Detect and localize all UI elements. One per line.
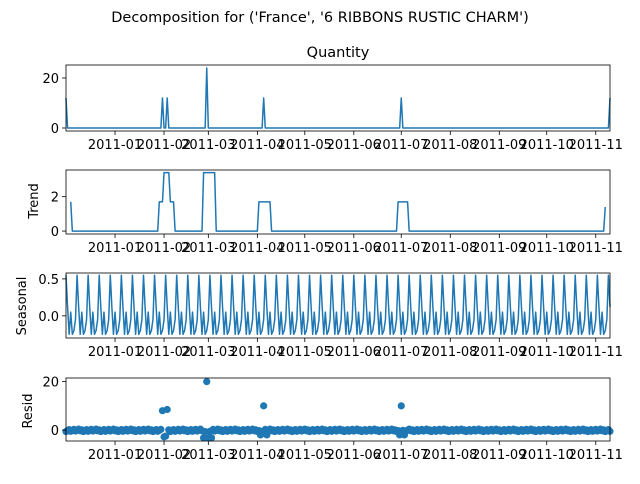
trend-x-tick-label: 2011-03 — [181, 241, 235, 256]
quantity-x-tick-label: 2011-04 — [230, 138, 284, 153]
quantity-x-tick-label: 2011-02 — [137, 138, 191, 153]
seasonal-x-tick-label: 2011-08 — [423, 345, 477, 360]
trend-x-tick-label: 2011-04 — [230, 241, 284, 256]
resid-y-tick-label: 20 — [42, 376, 59, 391]
trend-x-tick-label: 2011-07 — [374, 241, 428, 256]
quantity-y-tick-label: 20 — [42, 72, 59, 87]
trend-x-tick-label: 2011-06 — [327, 241, 381, 256]
seasonal-y-ticks: 0.0 0.5 — [38, 273, 66, 325]
quantity-x-tick-label: 2011-11 — [569, 138, 623, 153]
quantity-x-tick-label: 2011-10 — [520, 138, 574, 153]
quantity-panel: Quantity 020 2011-012011-022011-032011-0… — [42, 45, 622, 153]
seasonal-x-tick-label: 2011-06 — [327, 345, 381, 360]
seasonal-x-tick-label: 2011-01 — [88, 345, 142, 360]
resid-point — [203, 378, 211, 386]
resid-x-tick-label: 2011-03 — [181, 448, 235, 463]
quantity-marks — [65, 67, 611, 129]
seasonal-panel: Seasonal 0.00.5 2011-012011-022011-03201… — [15, 272, 623, 360]
resid-point — [207, 434, 216, 442]
trend-y-tick-label: 2 — [51, 191, 59, 206]
trend-x-tick-label: 2011-02 — [137, 241, 191, 256]
trend-y-tick-label: 0 — [51, 225, 59, 240]
resid-y-ticks: 0 20 — [42, 376, 66, 439]
trend-axes-frame — [65, 169, 611, 235]
seasonal-x-tick-label: 2011-10 — [520, 345, 574, 360]
trend-x-tick-label: 2011-01 — [88, 241, 142, 256]
seasonal-x-tick-label: 2011-09 — [472, 345, 526, 360]
quantity-x-tick-label: 2011-09 — [472, 138, 526, 153]
trend-panel: Trend 02 2011-012011-022011-032011-04201… — [27, 169, 623, 256]
trend-series-line — [69, 171, 607, 232]
quantity-x-tick-label: 2011-06 — [327, 138, 381, 153]
seasonal-x-tick-label: 2011-02 — [137, 345, 191, 360]
resid-point — [157, 425, 165, 433]
resid-panel: Resid 020 2011-012011-022011-032011-0420… — [21, 376, 623, 463]
seasonal-x-tick-label: 2011-03 — [181, 345, 235, 360]
quantity-x-tick-label: 2011-07 — [374, 138, 428, 153]
resid-x-tick-label: 2011-08 — [423, 448, 477, 463]
resid-marks — [62, 378, 614, 442]
trend-y-axis-label: Trend — [27, 183, 42, 220]
resid-x-tick-label: 2011-09 — [472, 448, 526, 463]
resid-x-ticks: 2011-012011-022011-032011-042011-052011-… — [88, 441, 623, 463]
seasonal-y-tick-label: 0.0 — [38, 310, 59, 325]
seasonal-axes-frame — [65, 272, 611, 339]
resid-x-tick-label: 2011-06 — [327, 448, 381, 463]
resid-y-tick-label: 0 — [51, 424, 59, 439]
seasonal-x-tick-label: 2011-05 — [278, 345, 332, 360]
trend-x-tick-label: 2011-08 — [423, 241, 477, 256]
quantity-series-line — [65, 67, 611, 129]
resid-point — [162, 432, 170, 440]
resid-x-tick-label: 2011-01 — [88, 448, 142, 463]
quantity-axes-frame — [65, 64, 611, 132]
seasonal-y-axis-label: Seasonal — [15, 277, 30, 336]
quantity-y-ticks: 0 20 — [42, 72, 66, 137]
quantity-x-ticks: 2011-012011-022011-032011-042011-052011-… — [88, 131, 623, 153]
trend-marks — [69, 171, 607, 232]
trend-x-tick-label: 2011-10 — [520, 241, 574, 256]
trend-x-tick-label: 2011-09 — [472, 241, 526, 256]
seasonal-x-ticks: 2011-012011-022011-032011-042011-052011-… — [88, 338, 623, 360]
seasonal-x-tick-label: 2011-04 — [230, 345, 284, 360]
resid-point — [163, 405, 171, 414]
resid-x-tick-label: 2011-11 — [569, 448, 623, 463]
resid-y-axis-label: Resid — [21, 393, 36, 428]
seasonal-y-tick-label: 0.5 — [38, 273, 59, 288]
resid-axes-frame — [65, 377, 611, 442]
resid-x-tick-label: 2011-05 — [278, 448, 332, 463]
seasonal-marks — [65, 274, 611, 336]
seasonal-series-line — [65, 274, 611, 336]
figure-suptitle: Decomposition for ('France', '6 RIBBONS … — [111, 10, 529, 26]
quantity-y-tick-label: 0 — [51, 122, 59, 137]
resid-x-tick-label: 2011-02 — [137, 448, 191, 463]
resid-x-tick-label: 2011-04 — [230, 448, 284, 463]
trend-x-ticks: 2011-012011-022011-032011-042011-052011-… — [88, 234, 623, 256]
quantity-panel-title: Quantity — [307, 45, 370, 61]
quantity-x-tick-label: 2011-03 — [181, 138, 235, 153]
resid-x-tick-label: 2011-10 — [520, 448, 574, 463]
trend-y-ticks: 02 — [51, 191, 66, 240]
trend-x-tick-label: 2011-11 — [569, 241, 623, 256]
quantity-x-tick-label: 2011-08 — [423, 138, 477, 153]
trend-x-tick-label: 2011-05 — [278, 241, 332, 256]
resid-x-tick-label: 2011-07 — [374, 448, 428, 463]
seasonal-x-tick-label: 2011-11 — [569, 345, 623, 360]
quantity-x-tick-label: 2011-01 — [88, 138, 142, 153]
resid-point — [397, 402, 405, 410]
resid-point — [260, 402, 268, 410]
quantity-x-tick-label: 2011-05 — [278, 138, 332, 153]
seasonal-x-tick-label: 2011-07 — [374, 345, 428, 360]
